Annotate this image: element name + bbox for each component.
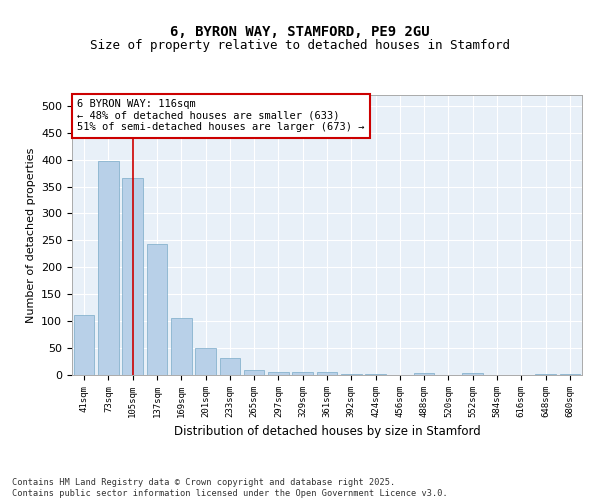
Bar (414, 374, 434, 375)
Bar (292, 372, 313, 375)
Y-axis label: Number of detached properties: Number of detached properties (26, 148, 35, 322)
Bar (220, 358, 240, 375)
Bar (244, 370, 265, 375)
Bar (195, 348, 216, 375)
Text: 6 BYRON WAY: 116sqm
← 48% of detached houses are smaller (633)
51% of semi-detac: 6 BYRON WAY: 116sqm ← 48% of detached ho… (77, 99, 365, 132)
Bar (560, 374, 580, 375)
Bar (317, 372, 337, 375)
Bar (146, 244, 167, 375)
Bar (98, 160, 119, 375)
Bar (365, 374, 386, 375)
Bar (171, 318, 191, 375)
Bar (463, 374, 483, 375)
Bar (535, 374, 556, 375)
Text: Size of property relative to detached houses in Stamford: Size of property relative to detached ho… (90, 38, 510, 52)
Bar (341, 374, 362, 375)
Text: Contains HM Land Registry data © Crown copyright and database right 2025.
Contai: Contains HM Land Registry data © Crown c… (12, 478, 448, 498)
Bar (122, 178, 143, 375)
Text: 6, BYRON WAY, STAMFORD, PE9 2GU: 6, BYRON WAY, STAMFORD, PE9 2GU (170, 26, 430, 40)
X-axis label: Distribution of detached houses by size in Stamford: Distribution of detached houses by size … (173, 426, 481, 438)
Bar (74, 314, 94, 375)
Bar (268, 372, 289, 375)
